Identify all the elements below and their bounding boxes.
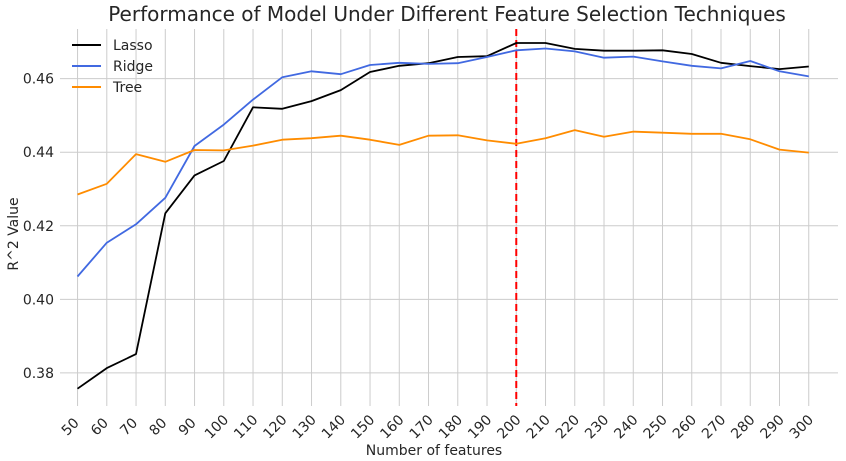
x-tick-label: 180 (436, 412, 466, 442)
x-tick-label: 250 (641, 412, 671, 442)
series-lines (76, 42, 809, 390)
legend-label-ridge: Ridge (113, 59, 153, 75)
y-tick-label: 0.42 (23, 219, 54, 235)
x-tick-label: 240 (611, 412, 641, 442)
x-tick-label: 210 (524, 412, 554, 442)
x-tick-label: 230 (582, 412, 612, 442)
x-tick-label: 130 (290, 412, 320, 442)
x-tick-label: 170 (407, 412, 437, 442)
legend: Lasso Ridge Tree (72, 38, 153, 96)
x-tick-label: 190 (465, 412, 495, 442)
y-tick-label: 0.40 (23, 292, 54, 308)
y-tick-label: 0.44 (23, 145, 54, 161)
y-axis-ticks: 0.38 0.40 0.42 0.44 0.46 (23, 72, 54, 382)
y-tick-label: 0.38 (23, 366, 54, 382)
x-tick-label: 300 (787, 412, 817, 442)
legend-label-lasso: Lasso (113, 38, 153, 54)
x-tick-label: 70 (117, 415, 141, 439)
x-axis-label: Number of features (366, 443, 502, 459)
x-tick-label: 290 (758, 412, 788, 442)
x-tick-label: 60 (88, 415, 112, 439)
x-tick-label: 100 (202, 412, 232, 442)
x-tick-label: 80 (147, 415, 171, 439)
x-axis-ticks: 50 60 70 80 90 100 110 120 130 140 150 160 170 180 190… (59, 412, 817, 442)
x-tick-label: 260 (670, 412, 700, 442)
x-tick-label: 220 (553, 412, 583, 442)
y-tick-label: 0.46 (23, 72, 54, 88)
grid (60, 29, 838, 406)
y-axis-label: R^2 Value (6, 197, 22, 270)
x-tick-label: 140 (319, 412, 349, 442)
x-tick-label: 110 (231, 412, 261, 442)
x-tick-label: 160 (377, 412, 407, 442)
series-line-ridge (76, 47, 809, 278)
x-tick-label: 90 (176, 415, 200, 439)
x-tick-label: 270 (699, 412, 729, 442)
legend-label-tree: Tree (112, 80, 142, 96)
x-tick-label: 150 (348, 412, 378, 442)
x-tick-label: 280 (728, 412, 758, 442)
series-line-lasso (76, 42, 809, 390)
chart-title: Performance of Model Under Different Fea… (108, 2, 786, 26)
series-line-tree (77, 129, 809, 196)
x-tick-label: 50 (59, 415, 83, 439)
x-tick-label: 120 (260, 412, 290, 442)
x-tick-label: 200 (494, 412, 524, 442)
